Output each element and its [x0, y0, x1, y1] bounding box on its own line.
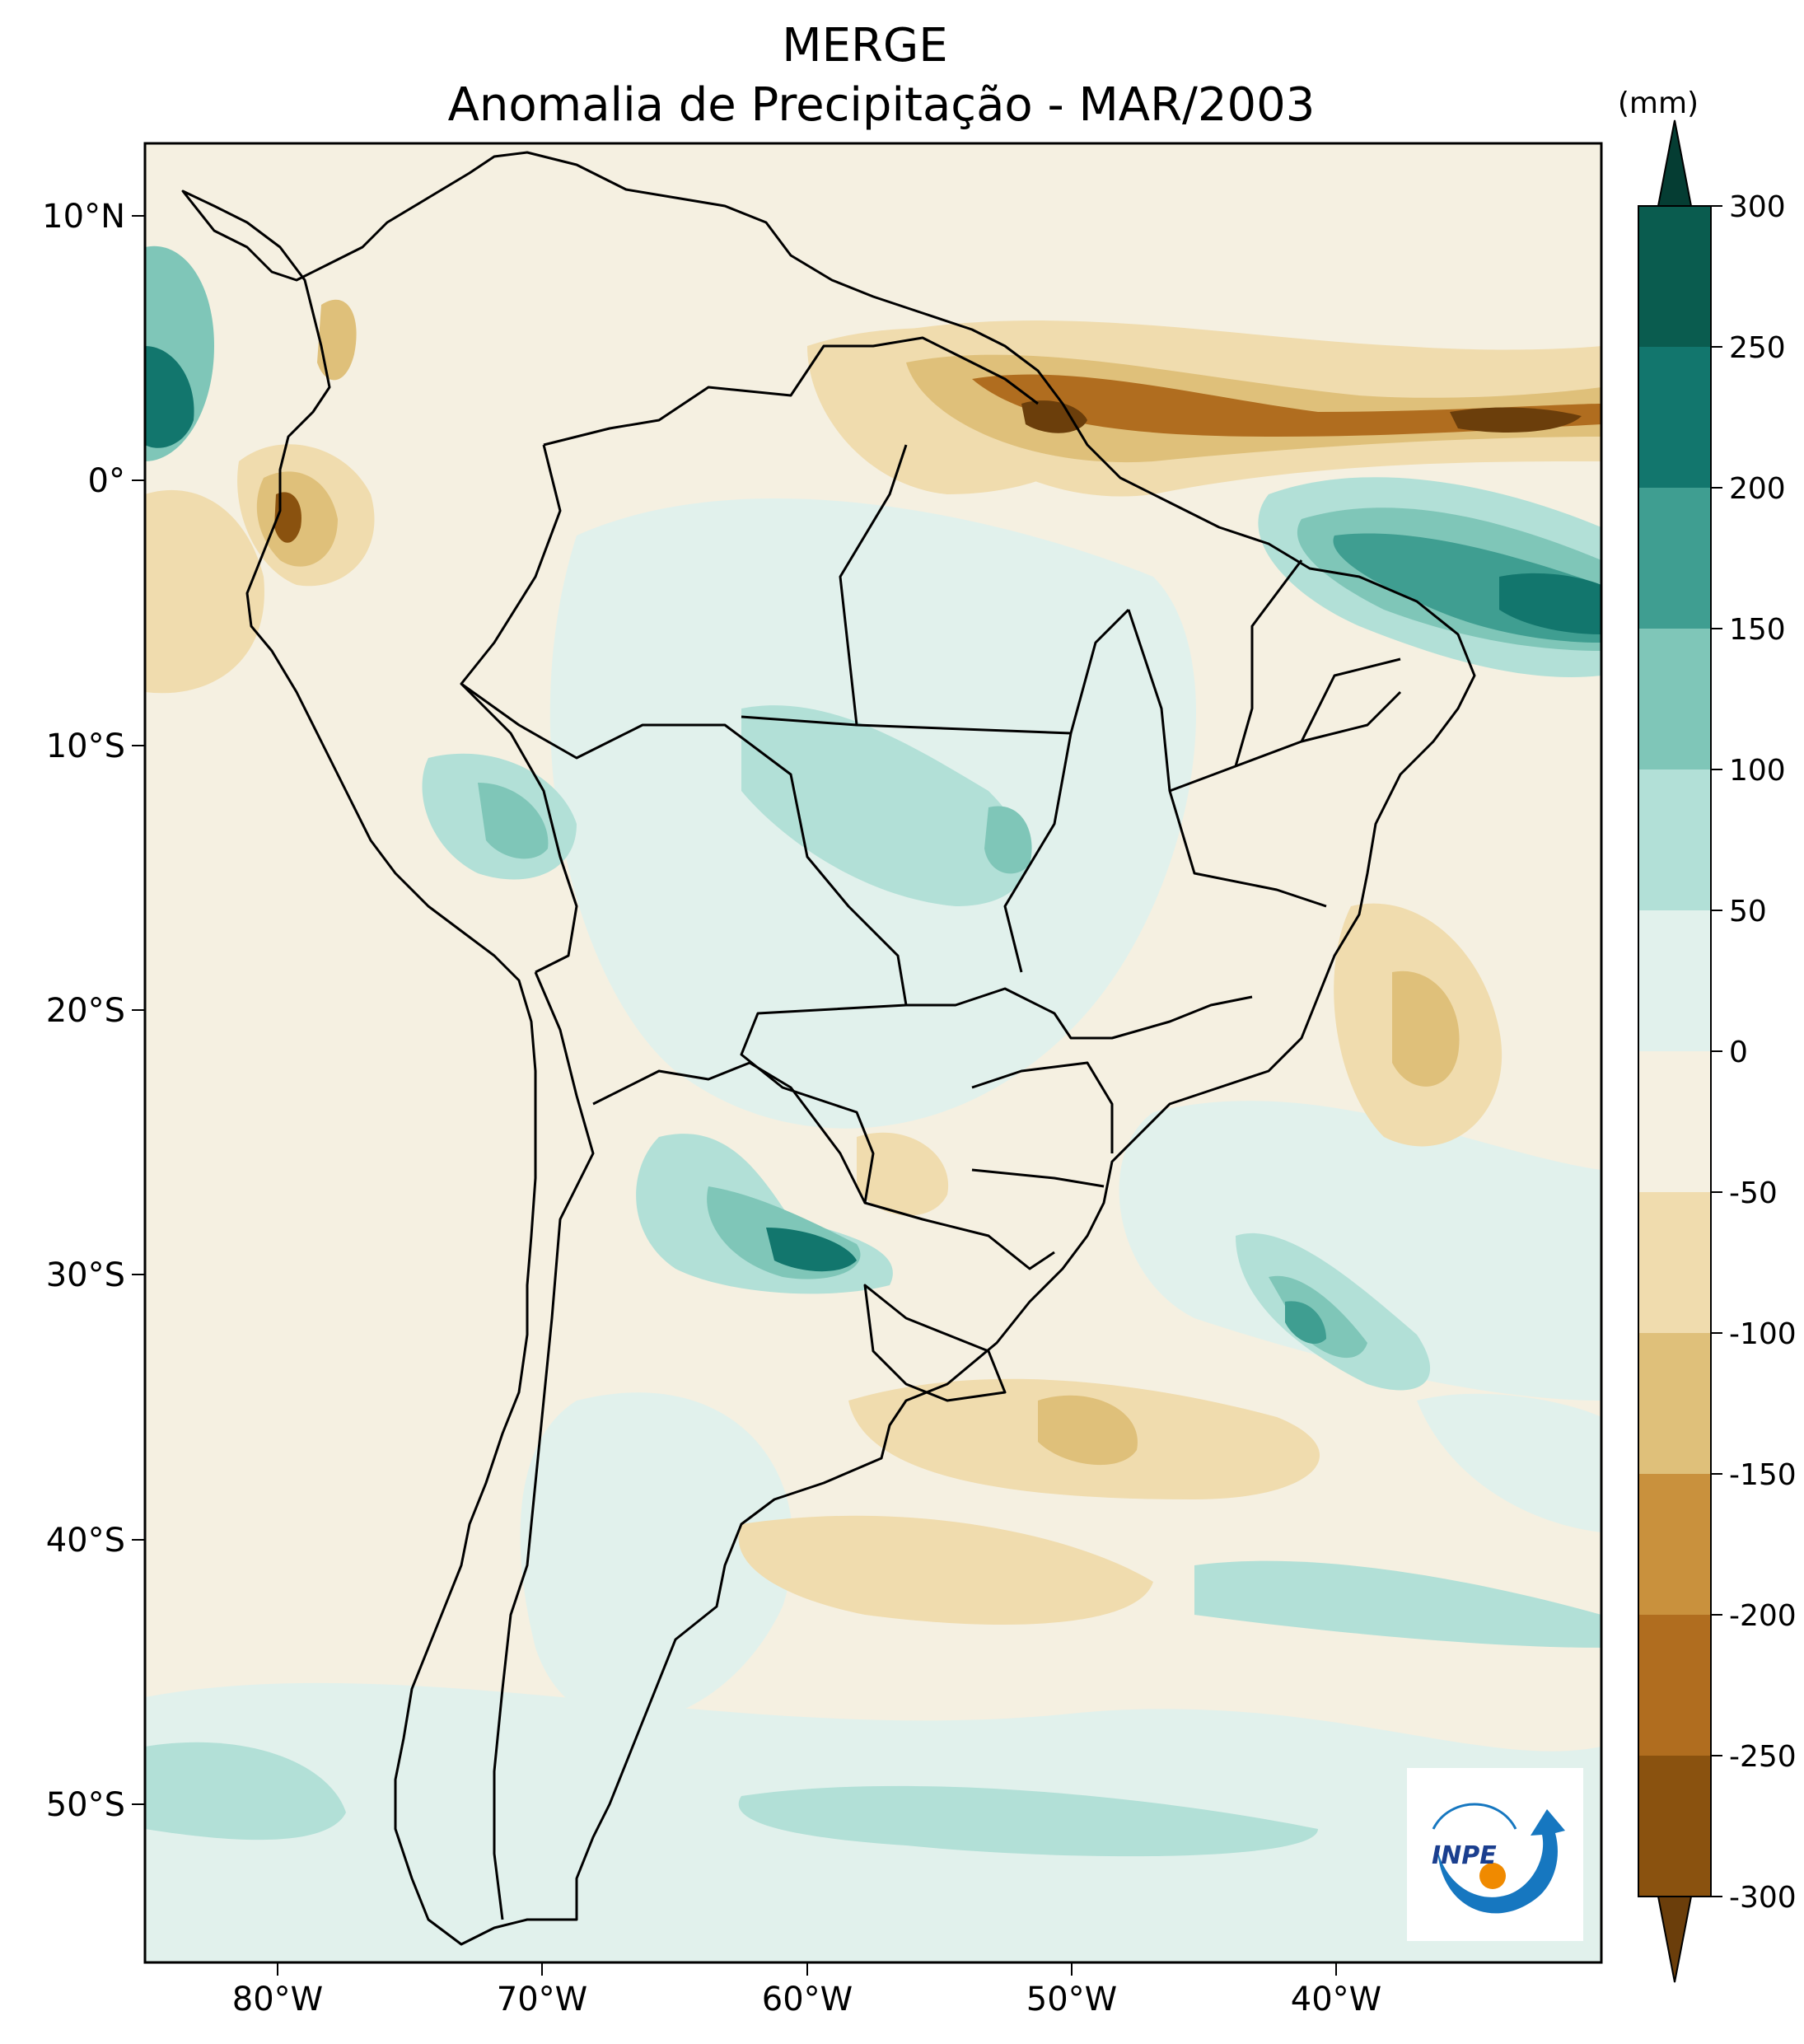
anomaly-patch-tan-paraguay — [857, 1132, 949, 1216]
logo-swoosh-icon — [1437, 1809, 1565, 1914]
chart-title: MERGE — [782, 19, 947, 72]
uruguay-border — [863, 1284, 1007, 1402]
anomaly-patch-strong-deficit-itcz — [972, 374, 1601, 437]
colorbar-segment — [1638, 206, 1711, 347]
anomaly-patch-dark-green-argentina — [766, 1228, 857, 1272]
colorbar-tick-label: 50 — [1729, 895, 1767, 928]
colorbar-tick-label: 250 — [1729, 331, 1786, 365]
y-tick-label-10s: 10°S — [46, 727, 125, 765]
anomaly-patch-light-green-sw — [520, 1392, 793, 1723]
colorbar-segment — [1638, 488, 1711, 629]
logo-orbit-icon — [1432, 1803, 1517, 1830]
colorbar-extend-top — [1657, 119, 1693, 207]
colorbar-tick-label: 150 — [1729, 613, 1786, 647]
paraguay-argentina-border — [592, 1061, 867, 1204]
colorbar-segment — [1638, 1474, 1711, 1615]
anomaly-patch-light-green-east — [1417, 1393, 1601, 1532]
colorbar-segment — [1638, 910, 1711, 1051]
colorbar-segment — [1638, 769, 1711, 910]
colorbar-unit: (mm) — [1618, 87, 1699, 120]
colorbar-tick-label: -50 — [1729, 1176, 1778, 1210]
colorbar-tick-label: 0 — [1729, 1036, 1748, 1069]
inpe-logo: INPE — [1407, 1768, 1583, 1941]
colorbar-tick-label: -200 — [1729, 1599, 1797, 1633]
anomaly-patch-very-strong-deficit-atlantic — [1450, 407, 1582, 433]
brazil-border — [460, 336, 1055, 1270]
andes-border — [493, 971, 595, 1920]
anomaly-patch-medium-green-central — [984, 806, 1032, 874]
y-tick-label-10n: 10°N — [42, 198, 125, 236]
anomaly-patch-tan-pacific — [145, 489, 264, 694]
anomaly-patch-dark-green-atlantic-sw — [1285, 1301, 1326, 1345]
anomaly-patch-tan-southern — [738, 1515, 1153, 1625]
colorbar: 300 250 200 150 100 50 0 -50 -100 -150 -200 -250 -30… — [1618, 87, 1797, 1983]
anomaly-patch-medium-tan-south — [1038, 1395, 1138, 1466]
anomaly-patch-green-south-atlantic — [1194, 1560, 1601, 1648]
anomaly-patch-green-southern — [145, 1742, 346, 1841]
colorbar-segment — [1638, 1756, 1711, 1897]
map-area — [145, 143, 1601, 1962]
colorbar-tick-label: 300 — [1729, 190, 1786, 224]
anomaly-patch-light-green-atlantic — [1119, 1101, 1601, 1401]
x-tick-label-80w: 80°W — [232, 1981, 323, 2018]
anomaly-patch-darker-green-ne — [1499, 573, 1601, 634]
colorbar-segment — [1638, 347, 1711, 488]
anomaly-field — [145, 246, 1601, 1962]
x-tick-label-40w: 40°W — [1291, 1981, 1381, 2018]
logo-text: INPE — [1432, 1841, 1497, 1870]
anomaly-patch-medium-tan-east — [1392, 971, 1460, 1087]
x-tick-label-60w: 60°W — [762, 1981, 853, 2018]
chart-subtitle: Anomalia de Precipitação - MAR/2003 — [448, 78, 1316, 132]
y-tick-label-0: 0° — [88, 462, 125, 500]
x-tick-label-50w: 50°W — [1026, 1981, 1117, 2018]
brazil-states-2 — [1169, 559, 1402, 793]
anomaly-patch-medium-tan-colombia — [317, 299, 357, 381]
colorbar-segment — [1638, 1333, 1711, 1474]
colorbar-segment — [1638, 1192, 1711, 1333]
colorbar-tick-label: 200 — [1729, 472, 1786, 506]
y-tick-label-20s: 20°S — [46, 992, 125, 1030]
anomaly-patch-dark-green-pacific — [145, 346, 194, 448]
y-tick-label-40s: 40°S — [46, 1522, 125, 1560]
peru-bolivia-border — [460, 682, 578, 974]
colorbar-extend-bottom — [1657, 1896, 1693, 1983]
colorbar-segment — [1638, 1615, 1711, 1756]
brazil-states-3 — [906, 987, 1253, 1188]
colorbar-tick-label: 100 — [1729, 754, 1786, 788]
brazil-states-1 — [741, 444, 1327, 973]
logo-sun-icon — [1479, 1863, 1506, 1889]
x-axis: 80°W 70°W 60°W 50°W 40°W — [232, 1962, 1381, 2018]
colorbar-segments — [1638, 206, 1711, 1897]
anomaly-patch-green-southern-atlantic — [738, 1785, 1318, 1857]
colorbar-ticks: 300 250 200 150 100 50 0 -50 -100 -150 -200 -250 -30… — [1711, 190, 1797, 1915]
colorbar-tick-label: -250 — [1729, 1740, 1797, 1774]
coastlines-and-borders — [181, 151, 1476, 1946]
anomaly-patch-medium-green-bolivia — [478, 783, 549, 859]
map-frame — [143, 142, 1603, 1964]
colorbar-tick-label: -100 — [1729, 1317, 1797, 1351]
continent-outline — [181, 151, 1476, 1946]
y-tick-label-30s: 30°S — [46, 1256, 125, 1294]
anomaly-patch-very-strong-deficit-north-coast — [1021, 400, 1087, 433]
colorbar-segment — [1638, 1051, 1711, 1192]
x-tick-label-70w: 70°W — [497, 1981, 587, 2018]
colorbar-tick-label: -150 — [1729, 1458, 1797, 1492]
anomaly-patch-green-central — [741, 705, 1027, 906]
y-tick-label-50s: 50°S — [46, 1786, 125, 1824]
colorbar-segment — [1638, 629, 1711, 769]
y-axis: 10°N 0° 10°S 20°S 30°S 40°S 50°S — [42, 198, 145, 1824]
colorbar-tick-label: -300 — [1729, 1881, 1797, 1915]
